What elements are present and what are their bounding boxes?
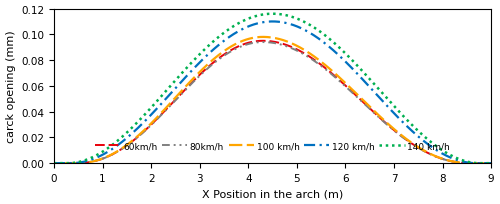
60km/h — [400, 136, 406, 139]
Line: 80km/h: 80km/h — [54, 43, 491, 163]
Y-axis label: carck opening (mm): carck opening (mm) — [6, 30, 16, 142]
60km/h — [96, 159, 102, 161]
100 km/h — [51, 162, 57, 165]
60km/h — [51, 162, 57, 165]
100 km/h — [352, 91, 358, 94]
60km/h — [228, 50, 234, 52]
80km/h — [400, 137, 406, 139]
140 km/h — [352, 62, 358, 65]
80km/h — [352, 94, 358, 96]
100 km/h — [400, 136, 406, 138]
80km/h — [228, 51, 234, 53]
100 km/h — [228, 46, 234, 49]
80km/h — [51, 162, 57, 165]
100 km/h — [488, 162, 494, 165]
120 km/h — [51, 162, 57, 165]
60km/h — [244, 43, 250, 45]
100 km/h — [96, 159, 102, 161]
60km/h — [352, 93, 358, 96]
120 km/h — [270, 21, 276, 23]
140 km/h — [392, 107, 398, 109]
140 km/h — [51, 162, 57, 165]
80km/h — [244, 44, 250, 47]
140 km/h — [244, 19, 250, 21]
120 km/h — [244, 27, 250, 29]
Line: 100 km/h: 100 km/h — [54, 38, 491, 163]
80km/h — [488, 162, 494, 165]
60km/h — [392, 130, 398, 133]
60km/h — [488, 162, 494, 165]
140 km/h — [96, 153, 102, 155]
Legend: 60km/h, 80km/h, 100 km/h, 120 km/h, 140 km/h: 60km/h, 80km/h, 100 km/h, 120 km/h, 140 … — [92, 138, 454, 154]
100 km/h — [244, 39, 250, 42]
140 km/h — [400, 115, 406, 118]
140 km/h — [488, 162, 494, 165]
120 km/h — [96, 156, 102, 158]
120 km/h — [488, 162, 494, 165]
120 km/h — [400, 122, 406, 124]
120 km/h — [352, 70, 358, 73]
120 km/h — [392, 114, 398, 116]
Line: 140 km/h: 140 km/h — [54, 15, 491, 163]
100 km/h — [260, 37, 266, 39]
60km/h — [260, 40, 266, 43]
Line: 60km/h: 60km/h — [54, 42, 491, 163]
100 km/h — [392, 129, 398, 132]
80km/h — [96, 159, 102, 161]
80km/h — [260, 42, 266, 44]
X-axis label: X Position in the arch (m): X Position in the arch (m) — [202, 188, 343, 198]
80km/h — [392, 131, 398, 133]
140 km/h — [228, 28, 234, 30]
120 km/h — [228, 35, 234, 38]
Line: 120 km/h: 120 km/h — [54, 22, 491, 163]
140 km/h — [270, 13, 276, 16]
